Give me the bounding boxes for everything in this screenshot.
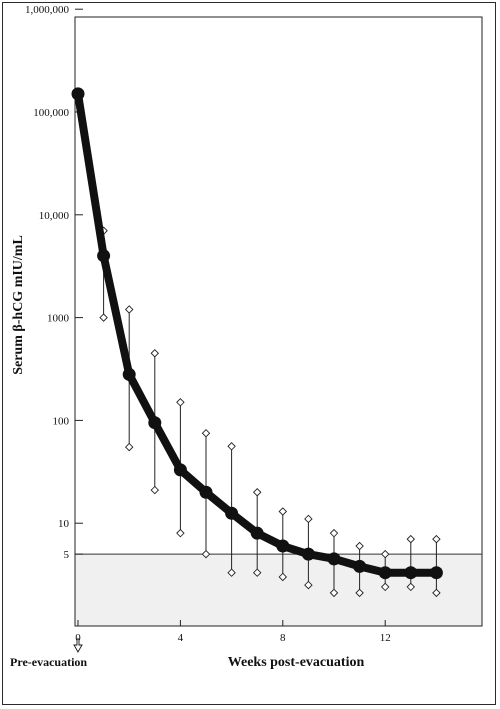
data-point bbox=[250, 526, 264, 540]
error-bar-high-marker bbox=[432, 534, 441, 544]
error-bar-high-marker bbox=[329, 528, 339, 538]
pre-evacuation-label: Pre-evacuation bbox=[10, 655, 87, 669]
plot-area bbox=[74, 16, 483, 627]
y-tick-label: 10 bbox=[58, 518, 70, 530]
data-point bbox=[404, 566, 418, 580]
error-bar-high-marker bbox=[304, 514, 313, 524]
error-bar-high-marker bbox=[176, 398, 185, 407]
error-bar-high-marker bbox=[201, 429, 211, 438]
error-bar-high-marker bbox=[252, 488, 262, 497]
y-axis-title: Serum β-hCG mIU/mL bbox=[11, 235, 26, 375]
error-bar-low-marker bbox=[124, 442, 134, 452]
x-tick-label: 12 bbox=[380, 632, 391, 644]
data-point bbox=[429, 566, 443, 580]
error-bar-high-marker bbox=[355, 541, 364, 551]
x-axis-title: Weeks post-evacuation bbox=[228, 655, 365, 670]
x-tick-label: 0 bbox=[75, 632, 81, 644]
normal-range-band bbox=[75, 554, 482, 626]
data-point bbox=[173, 463, 187, 477]
series bbox=[71, 87, 443, 580]
error-bar-high-marker bbox=[380, 549, 390, 559]
error-bar-low-marker bbox=[150, 485, 160, 495]
x-axis: 0 4 8 12 bbox=[75, 620, 391, 644]
pre-evacuation-annotation: Pre-evacuation bbox=[10, 638, 87, 669]
error-bar-high-marker bbox=[227, 442, 236, 451]
data-point bbox=[353, 559, 367, 573]
error-bar-low-marker bbox=[355, 588, 364, 598]
error-bar-high-marker bbox=[150, 349, 160, 358]
error-bar-low-marker bbox=[380, 582, 390, 592]
y-tick-label: 10,000 bbox=[39, 210, 70, 222]
data-point bbox=[122, 367, 136, 381]
y-tick-label: 5 bbox=[64, 549, 70, 561]
y-tick-label: 1000 bbox=[47, 313, 70, 325]
data-point bbox=[225, 506, 239, 520]
y-tick-label: 100,000 bbox=[33, 107, 69, 119]
error-bar-low-marker bbox=[406, 582, 416, 592]
error-bar-low-marker bbox=[99, 313, 108, 322]
data-point bbox=[71, 87, 85, 101]
data-point bbox=[148, 416, 162, 430]
y-tick-label: 100 bbox=[53, 415, 70, 427]
y-tick-label: 1,000,000 bbox=[25, 4, 70, 16]
y-axis: 1,000,000 100,000 10,000 1000 100 10 5 bbox=[25, 4, 482, 561]
error-bar-low-marker bbox=[278, 572, 288, 582]
error-bar-high-marker bbox=[278, 507, 288, 516]
data-point bbox=[378, 566, 392, 580]
data-point bbox=[301, 547, 315, 561]
x-tick-label: 4 bbox=[178, 632, 184, 644]
error-bar-high-marker bbox=[124, 305, 134, 314]
error-bar-low-marker bbox=[201, 549, 211, 559]
data-point bbox=[97, 249, 111, 263]
data-point bbox=[327, 552, 341, 566]
error-bar-low-marker bbox=[304, 580, 313, 590]
up-arrow-icon bbox=[73, 638, 83, 653]
error-bar-low-marker bbox=[329, 588, 339, 598]
error-bar-low-marker bbox=[227, 568, 236, 577]
error-bar-high-marker bbox=[406, 534, 416, 544]
data-point bbox=[276, 539, 290, 553]
error-bar-low-marker bbox=[432, 588, 441, 598]
error-bar-low-marker bbox=[252, 568, 262, 577]
x-tick-label: 8 bbox=[280, 632, 286, 644]
error-bar-low-marker bbox=[176, 528, 185, 538]
data-point bbox=[199, 485, 213, 499]
